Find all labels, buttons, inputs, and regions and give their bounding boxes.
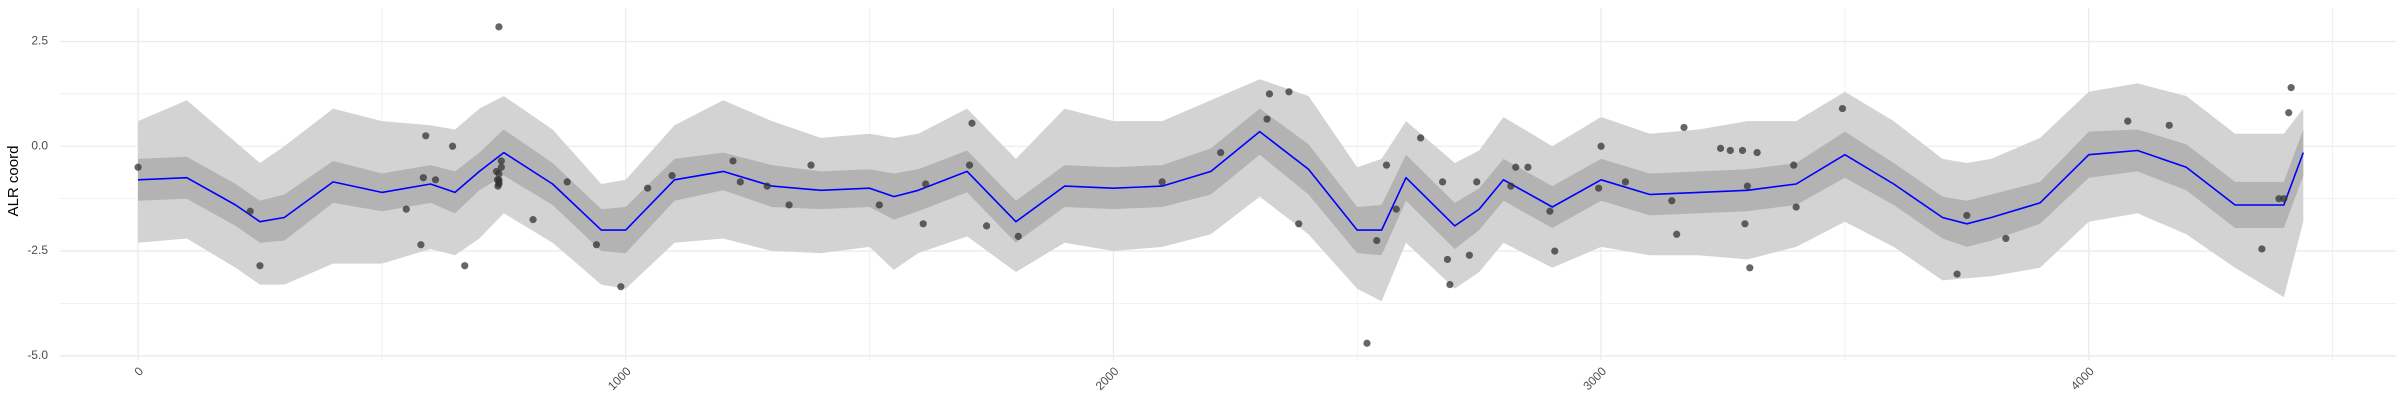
data-point <box>1285 88 1293 96</box>
data-point <box>1446 280 1454 289</box>
data-point <box>982 222 991 230</box>
data-point <box>1417 134 1425 142</box>
y-tick-label: 0.0 <box>31 138 48 152</box>
data-point <box>1014 232 1022 240</box>
data-point <box>1597 142 1605 150</box>
data-point <box>965 161 974 169</box>
data-point <box>431 176 440 184</box>
data-point <box>729 157 737 165</box>
x-tick-label: 2000 <box>1093 364 1122 393</box>
data-point <box>1838 104 1847 113</box>
y-axis-ticks: 2.5 0.0 -2.5 -5.0 <box>27 34 48 362</box>
data-point <box>1373 236 1381 245</box>
data-point <box>1741 220 1749 228</box>
data-point <box>617 283 625 291</box>
data-point <box>417 241 425 249</box>
data-point <box>1953 270 1961 278</box>
confidence-bands <box>138 79 2304 302</box>
data-point <box>1443 255 1452 264</box>
data-point <box>592 241 601 249</box>
data-point <box>1217 148 1225 157</box>
data-point <box>1546 207 1554 215</box>
data-point <box>1438 178 1447 186</box>
data-point <box>2258 245 2266 253</box>
data-point <box>922 180 930 188</box>
data-point <box>461 262 469 270</box>
data-point <box>1473 178 1481 186</box>
data-point <box>668 172 676 180</box>
data-point <box>1738 146 1747 155</box>
data-point <box>1524 163 1532 171</box>
data-point <box>2165 121 2173 129</box>
data-point <box>422 132 430 140</box>
y-tick-label: 2.5 <box>31 34 48 48</box>
data-point <box>1465 251 1474 259</box>
fit-line <box>137 130 2305 231</box>
data-point <box>1790 161 1798 169</box>
data-point <box>1726 146 1734 155</box>
data-point <box>1621 178 1630 186</box>
data-point <box>1743 182 1751 190</box>
data-point <box>785 201 793 209</box>
data-point <box>497 157 505 165</box>
x-tick-label: 3000 <box>1580 364 1609 393</box>
data-point <box>1158 178 1166 186</box>
data-point <box>644 184 652 192</box>
y-tick-label: -2.5 <box>27 243 48 257</box>
data-point <box>1265 90 1274 98</box>
data-point <box>1716 144 1725 152</box>
data-point <box>1392 205 1400 213</box>
data-point <box>1792 203 1800 211</box>
data-point <box>807 161 815 169</box>
data-point <box>1382 161 1391 169</box>
x-tick-label: 4000 <box>2068 364 2097 393</box>
data-point <box>736 178 744 186</box>
data-point <box>1295 220 1303 228</box>
data-point <box>1507 182 1515 190</box>
data-point <box>1363 339 1371 347</box>
data-point <box>2280 195 2288 203</box>
data-point <box>763 182 771 190</box>
data-point <box>402 205 410 213</box>
y-tick-label: -5.0 <box>27 348 48 362</box>
data-point <box>2287 84 2295 92</box>
data-point <box>246 207 254 215</box>
data-point <box>875 201 883 209</box>
data-point <box>495 23 503 31</box>
data-point <box>1753 148 1761 157</box>
data-point <box>563 178 571 186</box>
data-point <box>256 262 264 270</box>
data-point <box>134 163 142 171</box>
data-point <box>1512 163 1520 171</box>
x-tick-label: 1000 <box>605 364 634 393</box>
x-tick-label: 0 <box>131 364 146 379</box>
fit-line-group <box>137 130 2305 231</box>
data-point <box>495 169 503 178</box>
data-point <box>2285 109 2293 117</box>
outer-confidence-band <box>138 79 2304 302</box>
data-point <box>1668 197 1676 205</box>
data-point <box>448 142 457 150</box>
data-point <box>1963 211 1971 220</box>
data-point <box>1673 230 1681 238</box>
data-point <box>419 174 427 182</box>
data-point <box>1263 115 1271 123</box>
data-point <box>1680 123 1688 132</box>
data-point <box>495 180 503 188</box>
data-point <box>2124 117 2132 125</box>
data-points <box>134 23 2295 347</box>
data-point <box>919 220 927 228</box>
data-point <box>2002 234 2010 243</box>
data-point <box>1595 184 1603 192</box>
inner-confidence-band <box>138 108 2304 256</box>
data-point <box>1746 264 1754 272</box>
data-point <box>497 163 505 171</box>
data-point <box>529 216 537 224</box>
data-point <box>1551 247 1559 255</box>
x-axis-ticks: 0 1000 2000 3000 4000 <box>131 364 2097 393</box>
data-point <box>968 119 976 127</box>
y-axis-title: ALR coord <box>5 146 22 217</box>
